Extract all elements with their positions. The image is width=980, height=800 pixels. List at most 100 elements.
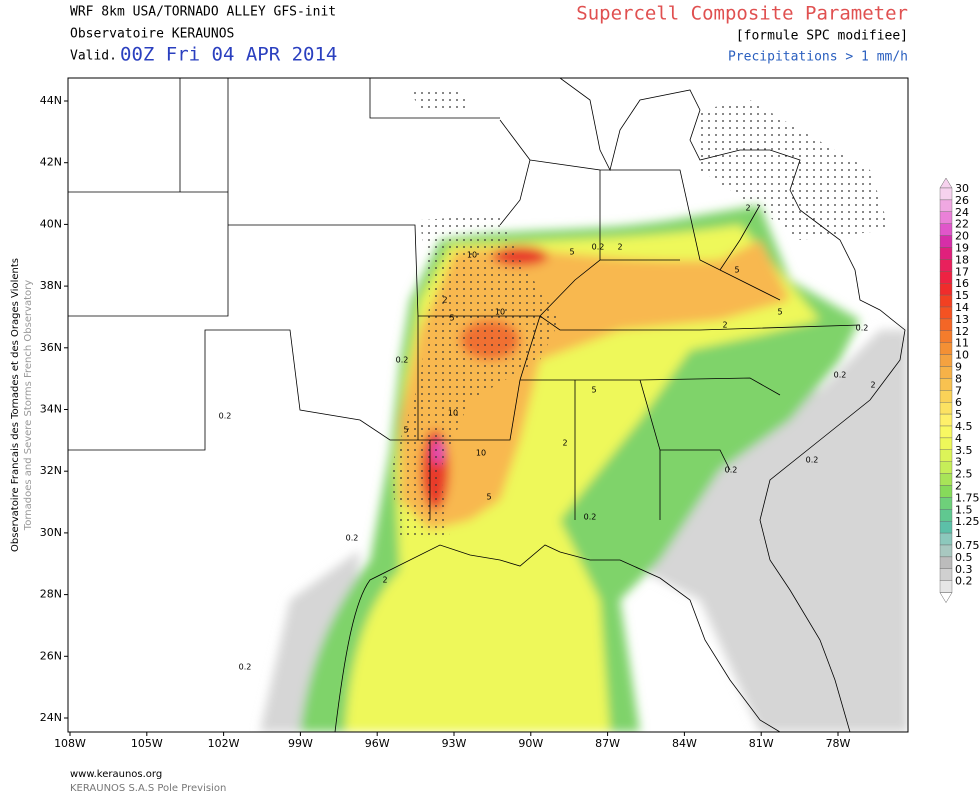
colorbar-swatch	[939, 544, 953, 558]
colorbar: 302624222019181716151413121110987654.543…	[939, 177, 980, 604]
colorbar-label: 0.75	[955, 539, 980, 552]
map-frame	[67, 77, 909, 733]
contour-label: 0.2	[806, 456, 819, 465]
colorbar-swatch	[939, 449, 953, 462]
colorbar-label: 0.2	[955, 575, 973, 588]
colorbar-swatch	[939, 532, 953, 546]
contour-label: 10	[476, 449, 486, 458]
contour-label: 0.2	[219, 412, 232, 421]
lon-label: 90W	[518, 737, 543, 750]
contour-label: 5	[591, 386, 596, 395]
contour-label: 0.2	[725, 466, 738, 475]
colorbar-label: 4.5	[955, 420, 973, 433]
colorbar-swatch	[939, 497, 953, 510]
lat-label: 44N	[40, 94, 62, 107]
contour-label: 2	[442, 296, 447, 305]
colorbar-swatch	[939, 521, 953, 534]
colorbar-swatch	[939, 509, 953, 522]
lon-label: 81W	[749, 737, 774, 750]
side-text: Observatoire Francais des Tornades et de…	[10, 258, 21, 552]
lat-label: 24N	[40, 711, 62, 724]
lon-label: 84W	[672, 737, 697, 750]
colorbar-label: 15	[955, 289, 969, 302]
colorbar-label: 1.5	[955, 503, 973, 516]
contour-label: 10	[467, 251, 477, 260]
footer-url: www.keraunos.org	[70, 769, 162, 780]
model-label: WRF 8km USA/TORNADO ALLEY GFS-init	[70, 5, 336, 20]
colorbar-swatch	[939, 223, 953, 236]
lon-label: 105W	[131, 737, 163, 750]
contour-label: 2	[562, 439, 567, 448]
colorbar-label: 12	[955, 325, 969, 338]
lat-label: 42N	[40, 156, 62, 169]
colorbar-swatch	[939, 568, 953, 581]
colorbar-swatch	[939, 318, 953, 331]
valid-label: Valid.	[70, 49, 117, 64]
colorbar-label: 11	[955, 337, 969, 350]
colorbar-swatch	[939, 556, 953, 570]
colorbar-label: 1.75	[955, 491, 980, 504]
contour-label: 0.2	[239, 663, 252, 672]
contour-label: 5	[734, 266, 739, 275]
contour-label: 5	[486, 493, 491, 502]
colorbar-swatch	[939, 473, 953, 486]
colorbar-swatch	[939, 354, 953, 367]
valid-time: 00Z Fri 04 APR 2014	[120, 44, 337, 66]
precip-area	[700, 100, 890, 240]
contour-label: 10	[448, 409, 458, 418]
colorbar-label: 30	[955, 182, 969, 195]
borders	[68, 78, 906, 732]
colorbar-label: 6	[955, 396, 962, 409]
subtitle: [formule SPC modifiee]	[736, 29, 908, 44]
lat-label: 28N	[40, 588, 62, 601]
colorbar-end	[939, 177, 953, 189]
colorbar-swatch	[939, 390, 953, 403]
colorbar-label: 24	[955, 206, 969, 219]
colorbar-label: 2	[955, 480, 962, 493]
lat-label: 30N	[40, 526, 62, 539]
colorbar-label: 0.3	[955, 563, 973, 576]
colorbar-label: 7	[955, 384, 962, 397]
colorbar-swatch	[939, 247, 953, 260]
colorbar-end	[939, 592, 953, 604]
colorbar-swatch	[939, 187, 953, 201]
contour-label: 2	[870, 381, 875, 390]
lat-label: 36N	[40, 341, 62, 354]
scp-shade-low	[560, 330, 908, 732]
precip-area	[390, 215, 560, 540]
contour-label: 5	[403, 426, 408, 435]
colorbar-swatch	[939, 366, 953, 379]
contour-label: 5	[569, 248, 574, 257]
colorbar-label: 20	[955, 230, 969, 243]
precip-area	[410, 88, 470, 110]
colorbar-label: 4	[955, 432, 962, 445]
lon-label: 87W	[595, 737, 620, 750]
colorbar-label: 9	[955, 361, 962, 374]
colorbar-swatch	[939, 283, 953, 296]
colorbar-swatch	[939, 306, 953, 320]
contour-label: 2	[617, 243, 622, 252]
colorbar-label: 16	[955, 277, 969, 290]
colorbar-label: 14	[955, 301, 969, 314]
colorbar-swatch	[939, 485, 953, 498]
colorbar-label: 19	[955, 242, 969, 255]
colorbar-label: 5	[955, 408, 962, 421]
colorbar-label: 2.5	[955, 468, 973, 481]
contour-label: 0.2	[346, 534, 359, 543]
title: Supercell Composite Parameter	[576, 3, 908, 25]
lat-label: 34N	[40, 403, 62, 416]
colorbar-label: 3.5	[955, 444, 973, 457]
colorbar-label: 0.5	[955, 551, 973, 564]
colorbar-swatch	[939, 437, 953, 450]
lon-label: 102W	[208, 737, 240, 750]
overlay-label: Precipitations > 1 mm/h	[728, 50, 908, 65]
colorbar-swatch	[939, 294, 953, 308]
colorbar-swatch	[939, 461, 953, 474]
colorbar-label: 17	[955, 265, 969, 278]
colorbar-swatch	[939, 235, 953, 248]
precip-areas	[390, 88, 890, 540]
contour-label: 2	[722, 321, 727, 330]
